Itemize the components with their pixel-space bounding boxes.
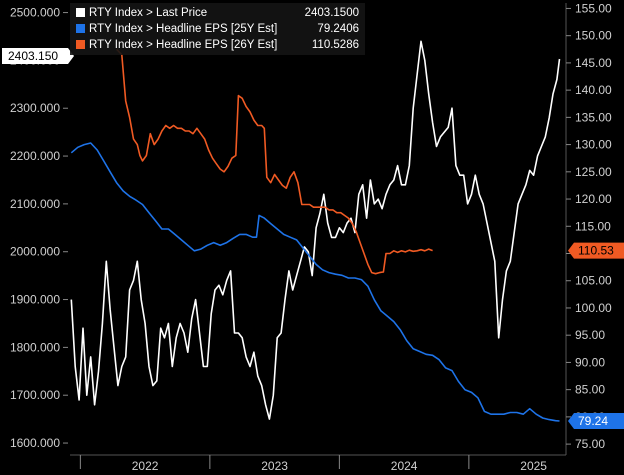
right-axis: 75.0080.0085.0090.0095.00100.00105.00110…: [566, 1, 612, 451]
right-tick-label: 105.00: [575, 274, 612, 288]
legend-value: 110.5286: [312, 39, 359, 51]
price-flag-label: 2403.150: [8, 49, 58, 63]
left-tick-label: 2200.000: [10, 149, 60, 163]
legend: RTY Index > Last Price 2403.1500 RTY Index…: [70, 3, 365, 55]
x-tick-label: 2023: [261, 459, 288, 473]
legend-swatch: [76, 8, 85, 17]
grid: [70, 3, 567, 456]
legend-label: RTY Index > Last Price: [89, 7, 207, 19]
legend-box: [70, 3, 365, 55]
eps26-flag-label: 110.53: [578, 244, 614, 258]
legend-value: 79.2406: [317, 23, 359, 35]
left-tick-label: 1900.000: [10, 293, 60, 307]
left-tick-label: 2000.000: [10, 245, 60, 259]
right-tick-label: 145.00: [575, 56, 612, 70]
price-flag: [2, 48, 74, 64]
eps25-flag-label: 79.24: [578, 414, 608, 428]
legend-swatch: [76, 40, 85, 49]
right-tick-label: 95.00: [575, 328, 605, 342]
x-axis: 2022 2023 2024 2025: [79, 455, 547, 473]
x-tick-label: 2025: [520, 459, 547, 473]
eps25-flag: [568, 413, 624, 430]
legend-label: RTY Index > Headline EPS [25Y Est]: [89, 23, 277, 35]
legend-value: 2403.1500: [305, 7, 359, 19]
legend-swatch: [76, 24, 85, 33]
x-tick-label: 2024: [391, 459, 418, 473]
left-tick-label: 2100.000: [10, 197, 60, 211]
right-tick-label: 135.00: [575, 110, 612, 124]
right-tick-label: 90.00: [575, 355, 605, 369]
right-tick-label: 100.00: [575, 301, 612, 315]
right-tick-label: 125.00: [575, 165, 612, 179]
right-tick-label: 150.00: [575, 29, 612, 43]
right-tick-label: 75.00: [575, 437, 605, 451]
right-tick-label: 130.00: [575, 138, 612, 152]
right-tick-label: 155.00: [575, 1, 612, 15]
left-tick-label: 2500.000: [10, 6, 60, 20]
x-tick-label: 2022: [132, 459, 159, 473]
value-flags: 2403.150 110.53 79.24: [2, 48, 624, 430]
right-tick-label: 120.00: [575, 192, 612, 206]
legend-label: RTY Index > Headline EPS [26Y Est]: [89, 39, 277, 51]
series-lines: [70, 40, 561, 422]
left-tick-label: 2300.000: [10, 101, 60, 115]
series-line-0: [70, 40, 561, 420]
series-line-2: [116, 48, 433, 275]
series-line-1: [70, 142, 560, 422]
right-tick-label: 85.00: [575, 383, 605, 397]
left-tick-label: 1700.000: [10, 388, 60, 402]
eps26-flag: [568, 242, 624, 259]
left-tick-label: 1600.000: [10, 436, 60, 450]
right-tick-label: 115.00: [575, 219, 611, 233]
right-tick-label: 140.00: [575, 83, 612, 97]
left-tick-label: 1800.000: [10, 340, 60, 354]
